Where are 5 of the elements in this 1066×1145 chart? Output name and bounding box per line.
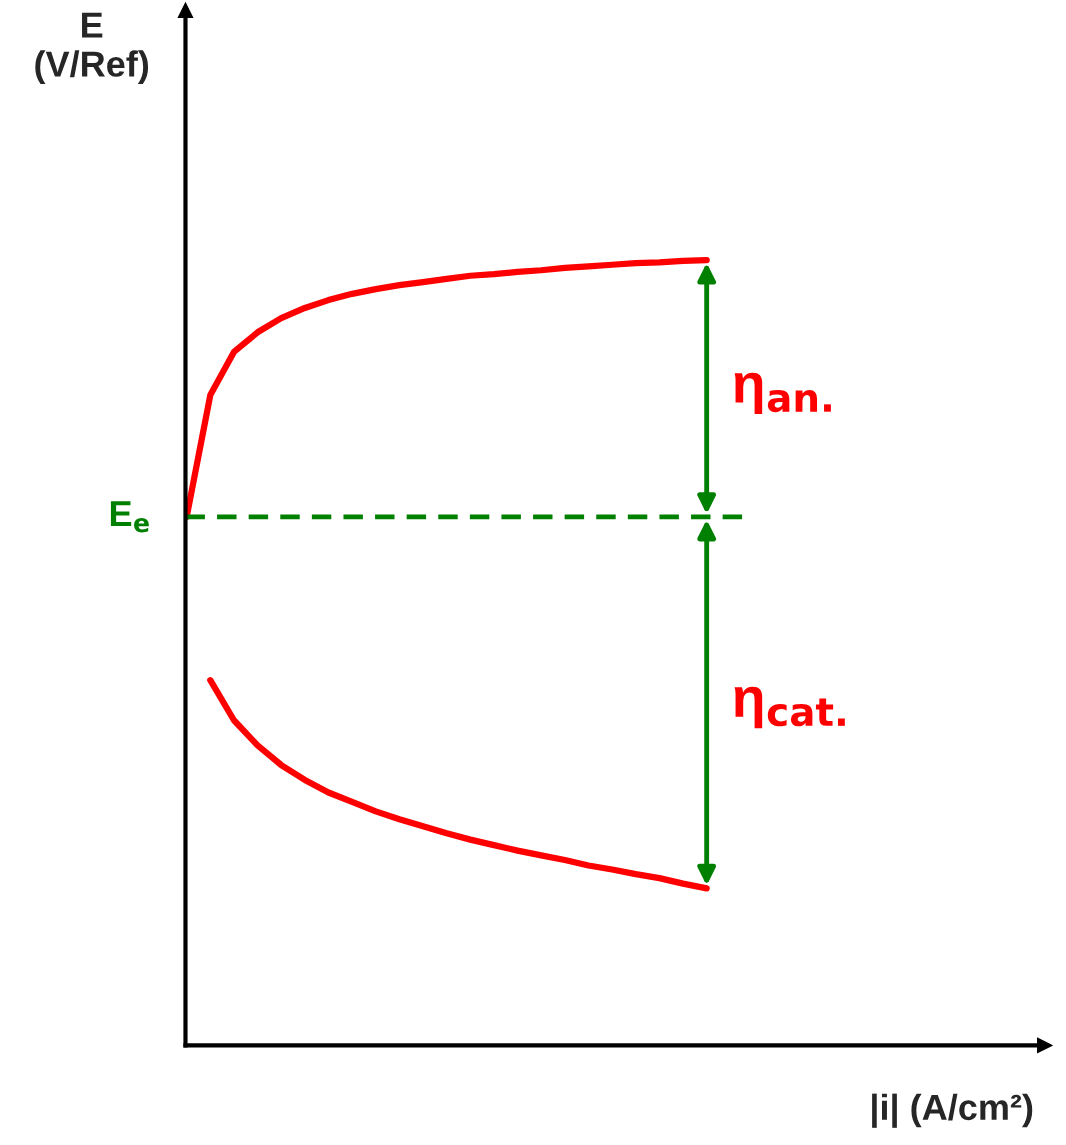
x-axis-title: |i| (A/cm²) — [872, 1093, 1033, 1128]
annotation: η$_{cat.}$ — [734, 686, 845, 729]
ref-line-label: E$_{e}$ — [110, 501, 149, 533]
annotation: η$_{an.}$ — [734, 372, 831, 415]
y-axis-title: E (V/Ref) — [35, 12, 149, 85]
